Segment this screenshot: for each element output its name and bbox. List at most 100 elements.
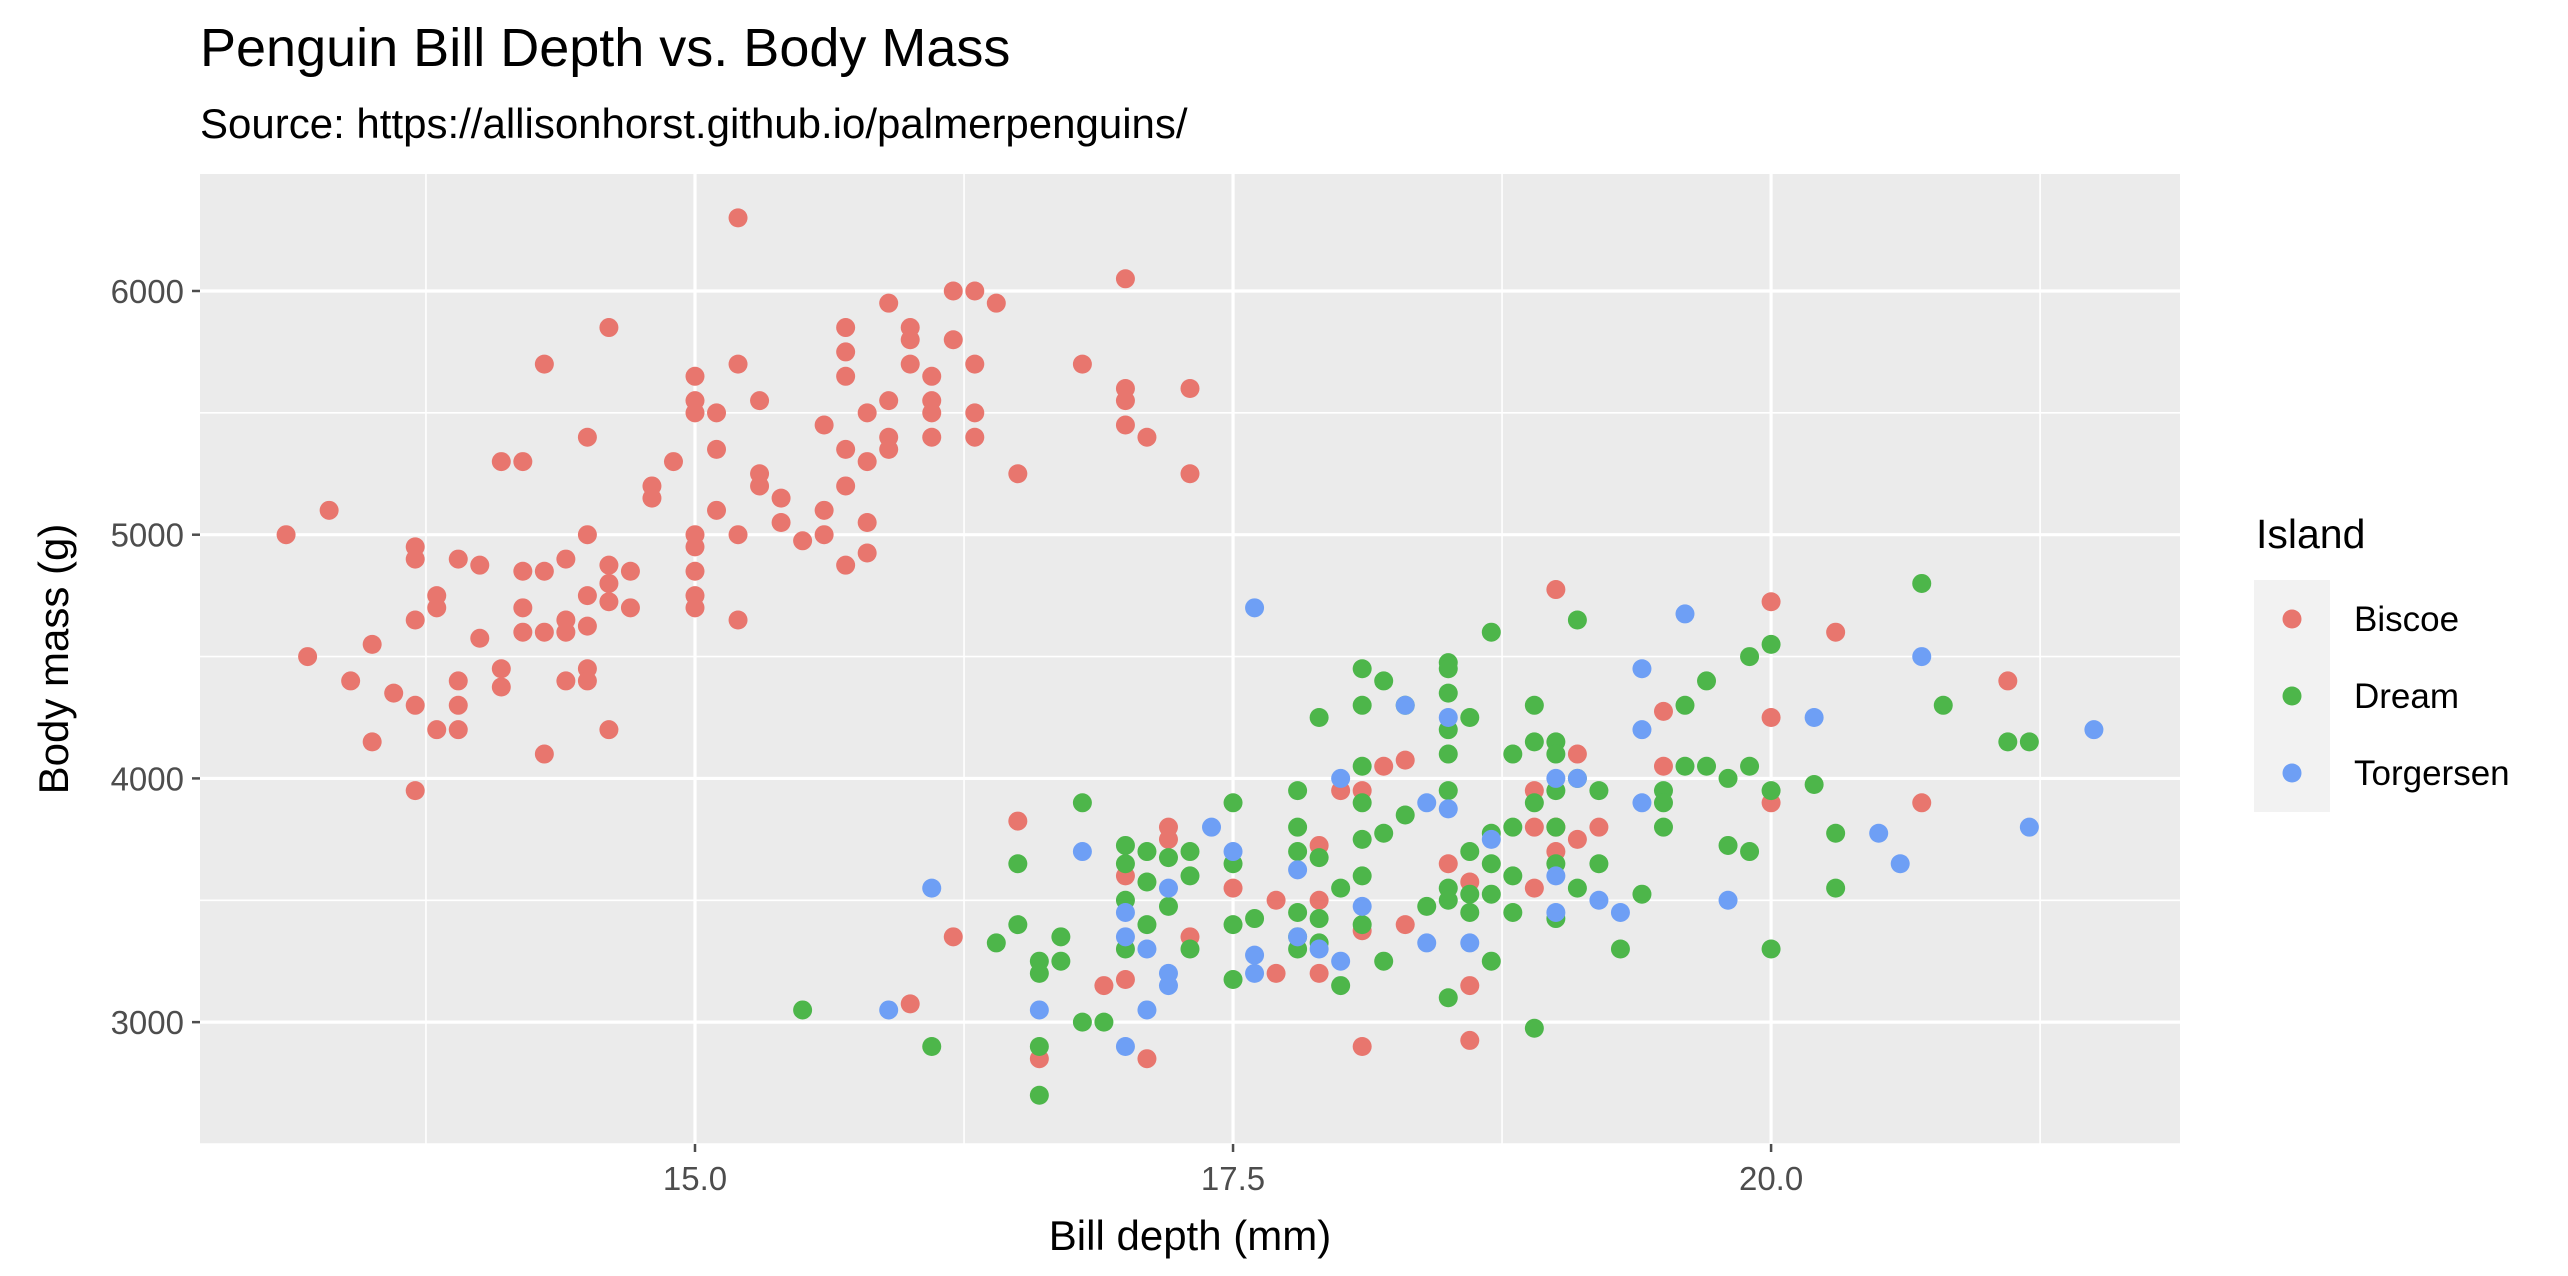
data-point-dream bbox=[1460, 884, 1480, 904]
data-point-biscoe bbox=[491, 677, 511, 697]
data-point-biscoe bbox=[728, 208, 748, 228]
data-point-torgersen bbox=[1546, 902, 1566, 922]
data-point-dream bbox=[1115, 835, 1135, 855]
x-tick-label: 15.0 bbox=[663, 1160, 727, 1197]
data-point-dream bbox=[1718, 768, 1738, 788]
data-point-biscoe bbox=[1072, 354, 1092, 374]
data-point-dream bbox=[1653, 793, 1673, 813]
data-point-biscoe bbox=[470, 628, 490, 648]
data-point-dream bbox=[1288, 781, 1308, 801]
data-point-biscoe bbox=[922, 366, 942, 386]
data-point-biscoe bbox=[298, 647, 318, 667]
data-point-biscoe bbox=[319, 500, 339, 520]
data-point-dream bbox=[1912, 573, 1932, 593]
data-point-dream bbox=[1503, 866, 1523, 886]
data-point-biscoe bbox=[1761, 592, 1781, 612]
data-point-dream bbox=[1158, 896, 1178, 916]
data-point-dream bbox=[1740, 842, 1760, 862]
data-point-biscoe bbox=[599, 318, 619, 338]
data-point-torgersen bbox=[1610, 902, 1630, 922]
data-point-biscoe bbox=[685, 366, 705, 386]
data-point-biscoe bbox=[1352, 1037, 1372, 1057]
data-point-dream bbox=[1180, 842, 1200, 862]
data-point-biscoe bbox=[1912, 793, 1932, 813]
data-point-dream bbox=[1740, 647, 1760, 667]
data-point-biscoe bbox=[771, 488, 791, 508]
data-point-torgersen bbox=[1632, 793, 1652, 813]
data-point-biscoe bbox=[857, 452, 877, 472]
data-point-dream bbox=[1481, 951, 1501, 971]
x-axis-ticks: 15.0 17.5 20.0 bbox=[663, 1144, 1803, 1197]
data-point-biscoe bbox=[1309, 890, 1329, 910]
data-point-biscoe bbox=[965, 281, 985, 301]
data-point-biscoe bbox=[384, 683, 404, 703]
data-point-torgersen bbox=[1245, 945, 1265, 965]
data-point-biscoe bbox=[1094, 976, 1114, 996]
data-point-torgersen bbox=[1417, 793, 1437, 813]
data-point-dream bbox=[1503, 902, 1523, 922]
data-point-biscoe bbox=[1266, 890, 1286, 910]
data-point-dream bbox=[1051, 951, 1071, 971]
data-point-biscoe bbox=[1008, 811, 1028, 831]
data-point-dream bbox=[1180, 866, 1200, 886]
data-point-dream bbox=[1503, 744, 1523, 764]
data-point-dream bbox=[1740, 756, 1760, 776]
data-point-torgersen bbox=[2084, 720, 2104, 740]
data-point-biscoe bbox=[1008, 464, 1028, 484]
data-point-biscoe bbox=[599, 592, 619, 612]
data-point-dream bbox=[1374, 823, 1394, 843]
data-point-dream bbox=[1008, 854, 1028, 874]
data-point-biscoe bbox=[534, 354, 554, 374]
data-point-biscoe bbox=[341, 671, 361, 691]
data-point-dream bbox=[1352, 793, 1372, 813]
data-point-biscoe bbox=[577, 586, 597, 606]
data-point-torgersen bbox=[1869, 823, 1889, 843]
data-point-torgersen bbox=[1158, 976, 1178, 996]
data-point-biscoe bbox=[1460, 1030, 1480, 1050]
legend-label-dream: Dream bbox=[2354, 677, 2459, 716]
data-point-biscoe bbox=[1158, 829, 1178, 849]
data-point-biscoe bbox=[793, 531, 813, 551]
data-point-biscoe bbox=[1460, 976, 1480, 996]
data-point-biscoe bbox=[362, 634, 382, 654]
data-point-biscoe bbox=[577, 525, 597, 545]
data-point-torgersen bbox=[1245, 963, 1265, 983]
data-point-torgersen bbox=[1331, 951, 1351, 971]
data-point-biscoe bbox=[276, 525, 296, 545]
data-point-torgersen bbox=[1460, 933, 1480, 953]
data-point-dream bbox=[1567, 878, 1587, 898]
data-point-dream bbox=[1223, 793, 1243, 813]
data-point-dream bbox=[1610, 939, 1630, 959]
y-tick-label: 6000 bbox=[111, 273, 184, 310]
data-point-biscoe bbox=[1438, 854, 1458, 874]
data-point-dream bbox=[1524, 793, 1544, 813]
data-point-dream bbox=[1137, 842, 1157, 862]
data-point-biscoe bbox=[577, 671, 597, 691]
data-point-dream bbox=[1158, 848, 1178, 868]
data-point-biscoe bbox=[836, 342, 856, 362]
data-point-torgersen bbox=[879, 1000, 899, 1020]
data-point-biscoe bbox=[513, 561, 533, 581]
data-point-biscoe bbox=[534, 622, 554, 642]
data-point-biscoe bbox=[1180, 464, 1200, 484]
data-point-dream bbox=[1352, 756, 1372, 776]
data-point-torgersen bbox=[1912, 647, 1932, 667]
data-point-dream bbox=[1352, 829, 1372, 849]
data-point-biscoe bbox=[836, 555, 856, 575]
data-point-biscoe bbox=[685, 403, 705, 423]
data-point-biscoe bbox=[1137, 427, 1157, 447]
data-point-dream bbox=[1438, 988, 1458, 1008]
data-point-dream bbox=[1933, 695, 1953, 715]
data-point-biscoe bbox=[513, 452, 533, 472]
data-point-dream bbox=[986, 933, 1006, 953]
data-point-biscoe bbox=[943, 281, 963, 301]
minor-gridlines bbox=[200, 174, 2180, 1145]
data-point-biscoe bbox=[362, 732, 382, 752]
data-point-dream bbox=[1804, 775, 1824, 795]
data-points bbox=[276, 208, 2104, 1105]
data-point-torgersen bbox=[1202, 817, 1222, 837]
data-point-biscoe bbox=[1266, 963, 1286, 983]
data-point-biscoe bbox=[599, 720, 619, 740]
data-point-biscoe bbox=[836, 366, 856, 386]
data-point-dream bbox=[1438, 683, 1458, 703]
